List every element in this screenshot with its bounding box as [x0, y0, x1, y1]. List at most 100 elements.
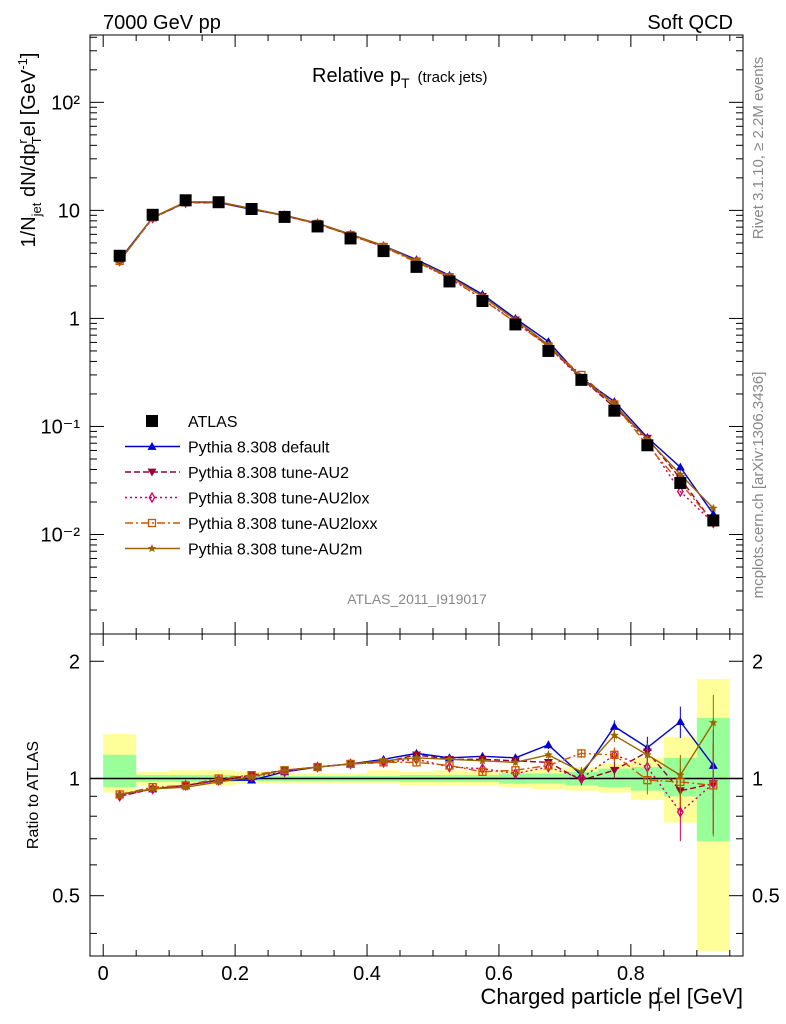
- y-tick-label: 10: [58, 200, 80, 222]
- ratio-point-pythia-8-308-tune-au2m: [643, 750, 652, 759]
- ratio-band-green: [103, 754, 137, 788]
- ratio-point-pythia-8-308-tune-au2m: [313, 762, 322, 771]
- ratio-point-pythia-8-308-tune-au2loxx: [610, 750, 619, 759]
- point-atlas: [608, 404, 621, 417]
- legend-marker-pythia-8-308-tune-au2lox: [148, 491, 156, 504]
- ratio-point-pythia-8-308-tune-au2lox: [577, 772, 585, 785]
- main-y-axis-label: 1/Njet dN/dprTel [GeV-1]: [15, 53, 44, 248]
- ratio-point-pythia-8-308-tune-au2m: [445, 754, 454, 763]
- point-atlas: [179, 194, 192, 207]
- plot-title: Relative pT (track jets): [312, 65, 488, 91]
- legend-label-pythia-8-308-default: Pythia 8.308 default: [188, 440, 330, 457]
- analysis-watermark: ATLAS_2011_I919017: [347, 591, 487, 607]
- ratio-point-pythia-8-308-tune-au2m: [280, 765, 289, 774]
- y-tick-label: 10²: [51, 92, 80, 114]
- ratio-point-pythia-8-308-tune-au2m: [610, 730, 619, 740]
- ratio-point-pythia-8-308-tune-au2m: [115, 789, 124, 799]
- ratio-point-pythia-8-308-tune-au2m: [181, 782, 190, 791]
- x-tick-label: 0.4: [353, 963, 381, 985]
- point-atlas: [443, 275, 456, 288]
- axes-group: 0 0.2 0.4 0.6 0.8 10⁻² 10⁻¹ 1 10 10² 0.5 0.5 1 1 2 2: [41, 35, 780, 985]
- point-atlas: [476, 294, 489, 307]
- point-atlas: [410, 260, 423, 273]
- ratio-point-pythia-8-308-tune-au2m: [148, 784, 157, 793]
- ratio-point-pythia-8-308-tune-au2m: [478, 756, 487, 765]
- legend-label-atlas: ATLAS: [188, 414, 238, 431]
- ratio-point-pythia-8-308-tune-au2loxx: [478, 767, 487, 776]
- ratio-point-pythia-8-308-tune-au2m: [511, 757, 520, 767]
- ratio-y-tick-label: 0.5: [52, 886, 80, 908]
- ratio-plot-frame: [89, 633, 744, 957]
- side-label-mcplots: mcplots.cern.ch [arXiv:1306.3436]: [750, 372, 767, 599]
- ratio-point-pythia-8-308-tune-au2m: [214, 777, 223, 786]
- ratio-point-pythia-8-308-tune-au2lox: [182, 779, 190, 792]
- point-atlas: [575, 373, 588, 386]
- x-tick-label: 0.6: [485, 963, 513, 985]
- ratio-point-pythia-8-308-tune-au2lox: [446, 761, 453, 773]
- legend-marker-atlas: [146, 415, 158, 427]
- point-atlas: [212, 196, 225, 209]
- ratio-point-pythia-8-308-tune-au2m: [676, 770, 685, 779]
- x-tick-label: 0.2: [221, 963, 249, 985]
- legend-marker-pythia-8-308-tune-au2: [147, 468, 157, 477]
- side-label-rivet: Rivet 3.1.10, ≥ 2.2M events: [750, 57, 767, 240]
- ratio-point-pythia-8-308-tune-au2m: [379, 756, 388, 765]
- ratio-y-tick-label-right: 1: [752, 768, 763, 790]
- ratio-point-pythia-8-308-tune-au2m: [346, 759, 355, 768]
- ratio-point-pythia-8-308-tune-au2loxx: [544, 761, 553, 770]
- point-atlas: [542, 344, 555, 357]
- x-axis-label: Charged particle pr Tel [GeV]: [481, 982, 744, 1014]
- ratio-y-tick-label: 2: [69, 651, 80, 673]
- series-line-pythia-8-308-tune-au2m: [119, 201, 714, 509]
- point-pythia-8-308-tune-au2m: [709, 503, 718, 512]
- x-tick-label: 0.8: [617, 963, 645, 985]
- point-atlas: [707, 514, 720, 527]
- legend-label-pythia-8-308-tune-au2: Pythia 8.308 tune-AU2: [188, 465, 349, 482]
- point-atlas: [641, 439, 654, 452]
- ratio-band-group: [103, 679, 730, 952]
- point-atlas: [146, 208, 159, 221]
- point-pythia-8-308-tune-au2m: [676, 469, 685, 479]
- ratio-point-pythia-8-308-default: [609, 721, 619, 730]
- point-atlas: [509, 318, 522, 331]
- point-atlas: [278, 210, 291, 223]
- legend: ATLAS Pythia 8.308 default Pythia 8.308 tu…: [125, 414, 377, 559]
- ratio-point-pythia-8-308-tune-au2loxx: [511, 766, 520, 775]
- point-atlas: [311, 220, 324, 233]
- ratio-point-pythia-8-308-tune-au2lox: [511, 767, 519, 780]
- ratio-point-pythia-8-308-tune-au2m: [412, 753, 421, 762]
- legend-marker-pythia-8-308-tune-au2loxx: [147, 518, 157, 528]
- ratio-point-pythia-8-308-tune-au2loxx: [643, 776, 652, 785]
- legend-marker-pythia-8-308-tune-au2m: [147, 544, 157, 553]
- ratio-point-pythia-8-308-tune-au2m: [577, 767, 586, 776]
- ratio-y-tick-label-right: 2: [752, 651, 763, 673]
- point-atlas: [344, 232, 357, 245]
- y-tick-label: 10⁻²: [41, 525, 81, 547]
- y-tick-label: 10⁻¹: [41, 416, 81, 438]
- header-right: Soft QCD: [647, 12, 733, 34]
- ratio-point-pythia-8-308-tune-au2m: [544, 750, 553, 759]
- ratio-y-axis-label: Ratio to ATLAS: [25, 741, 42, 849]
- legend-label-pythia-8-308-tune-au2loxx: Pythia 8.308 tune-AU2loxx: [188, 516, 377, 533]
- ratio-y-tick-label: 1: [69, 768, 80, 790]
- ratio-point-pythia-8-308-tune-au2: [609, 766, 619, 775]
- point-atlas: [245, 202, 258, 215]
- legend-label-pythia-8-308-tune-au2m: Pythia 8.308 tune-AU2m: [188, 542, 362, 559]
- ratio-point-pythia-8-308-tune-au2loxx: [709, 781, 718, 790]
- ratio-point-pythia-8-308-tune-au2loxx: [577, 749, 586, 758]
- point-atlas: [113, 249, 126, 262]
- legend-label-pythia-8-308-tune-au2lox: Pythia 8.308 tune-AU2lox: [188, 491, 369, 508]
- y-tick-label: 1: [69, 308, 80, 330]
- point-pythia-8-308-default: [675, 462, 685, 471]
- ratio-point-pythia-8-308-tune-au2m: [709, 718, 718, 727]
- point-atlas: [674, 476, 687, 489]
- main-series-group: [113, 194, 720, 529]
- legend-marker-pythia-8-308-default: [147, 442, 157, 450]
- point-atlas: [377, 245, 390, 258]
- ratio-point-pythia-8-308-default: [675, 717, 685, 725]
- ratio-point-pythia-8-308-default: [543, 740, 553, 749]
- ratio-y-tick-label-right: 0.5: [752, 886, 780, 908]
- ratio-series-group: [115, 694, 718, 842]
- header-left: 7000 GeV pp: [103, 12, 221, 34]
